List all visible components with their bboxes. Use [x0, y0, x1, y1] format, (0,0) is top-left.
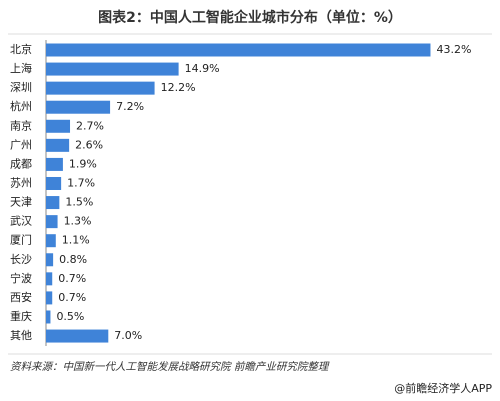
data-label: 7.0% — [114, 329, 142, 342]
y-tick-label: 广州 — [10, 138, 32, 151]
y-tick-label: 天津 — [10, 196, 32, 209]
y-tick-label: 武汉 — [10, 215, 32, 228]
bar — [46, 176, 62, 190]
y-tick-label: 成都 — [10, 157, 32, 170]
footer-brand: @前瞻经济学人APP — [394, 381, 492, 395]
bar — [46, 81, 155, 95]
y-tick-label: 厦门 — [10, 233, 32, 247]
y-tick-label: 重庆 — [10, 309, 32, 323]
data-label: 0.7% — [58, 291, 86, 304]
source-note: 资料来源：中国新一代人工智能发展战略研究院 前瞻产业研究院整理 — [10, 361, 330, 373]
y-tick-label: 上海 — [10, 61, 32, 75]
y-tick-label: 南京 — [10, 118, 32, 132]
y-tick-label: 苏州 — [10, 176, 32, 189]
y-tick-label: 长沙 — [10, 253, 32, 266]
bar — [46, 196, 60, 210]
bar — [46, 62, 179, 76]
data-label: 1.7% — [67, 176, 95, 189]
data-label: 0.8% — [59, 253, 87, 266]
bar — [46, 234, 56, 248]
bar — [46, 157, 63, 171]
data-label: 0.7% — [58, 272, 86, 285]
data-label: 1.1% — [62, 234, 90, 247]
y-tick-label: 杭州 — [10, 99, 32, 113]
bar — [46, 291, 53, 305]
bar — [46, 138, 70, 152]
bar — [46, 329, 109, 343]
bar — [46, 100, 111, 114]
data-label: 43.2% — [436, 43, 471, 56]
bar — [46, 253, 54, 267]
data-label: 7.2% — [116, 100, 144, 113]
data-label: 1.3% — [64, 215, 92, 228]
y-tick-label: 宁波 — [10, 271, 32, 285]
y-tick-label: 其他 — [10, 329, 32, 342]
bar — [46, 43, 431, 57]
data-label: 2.7% — [76, 119, 104, 132]
bar — [46, 272, 53, 286]
data-label: 12.2% — [161, 81, 196, 94]
bar — [46, 310, 51, 324]
chart-title: 图表2：中国人工智能企业城市分布（单位：%） — [98, 9, 402, 26]
y-tick-label: 西安 — [10, 290, 32, 304]
data-label: 2.6% — [75, 138, 103, 151]
y-tick-label: 北京 — [10, 42, 32, 56]
y-tick-label: 深圳 — [10, 81, 32, 94]
data-label: 14.9% — [185, 62, 220, 75]
data-label: 1.5% — [65, 196, 93, 209]
data-label: 1.9% — [69, 157, 97, 170]
data-label: 0.5% — [56, 310, 84, 323]
bar — [46, 119, 71, 133]
bar — [46, 215, 58, 229]
